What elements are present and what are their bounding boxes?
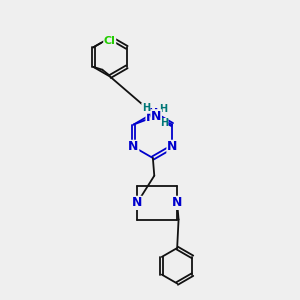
Text: N: N — [128, 140, 139, 153]
Text: N: N — [172, 196, 182, 209]
Text: H: H — [160, 118, 168, 128]
Text: N: N — [167, 140, 177, 153]
Text: Cl: Cl — [104, 35, 116, 46]
Text: H: H — [159, 104, 167, 114]
Text: N: N — [148, 107, 158, 120]
Text: N: N — [132, 196, 142, 209]
Text: N: N — [151, 110, 161, 123]
Text: N: N — [146, 111, 157, 124]
Text: H: H — [142, 103, 150, 113]
